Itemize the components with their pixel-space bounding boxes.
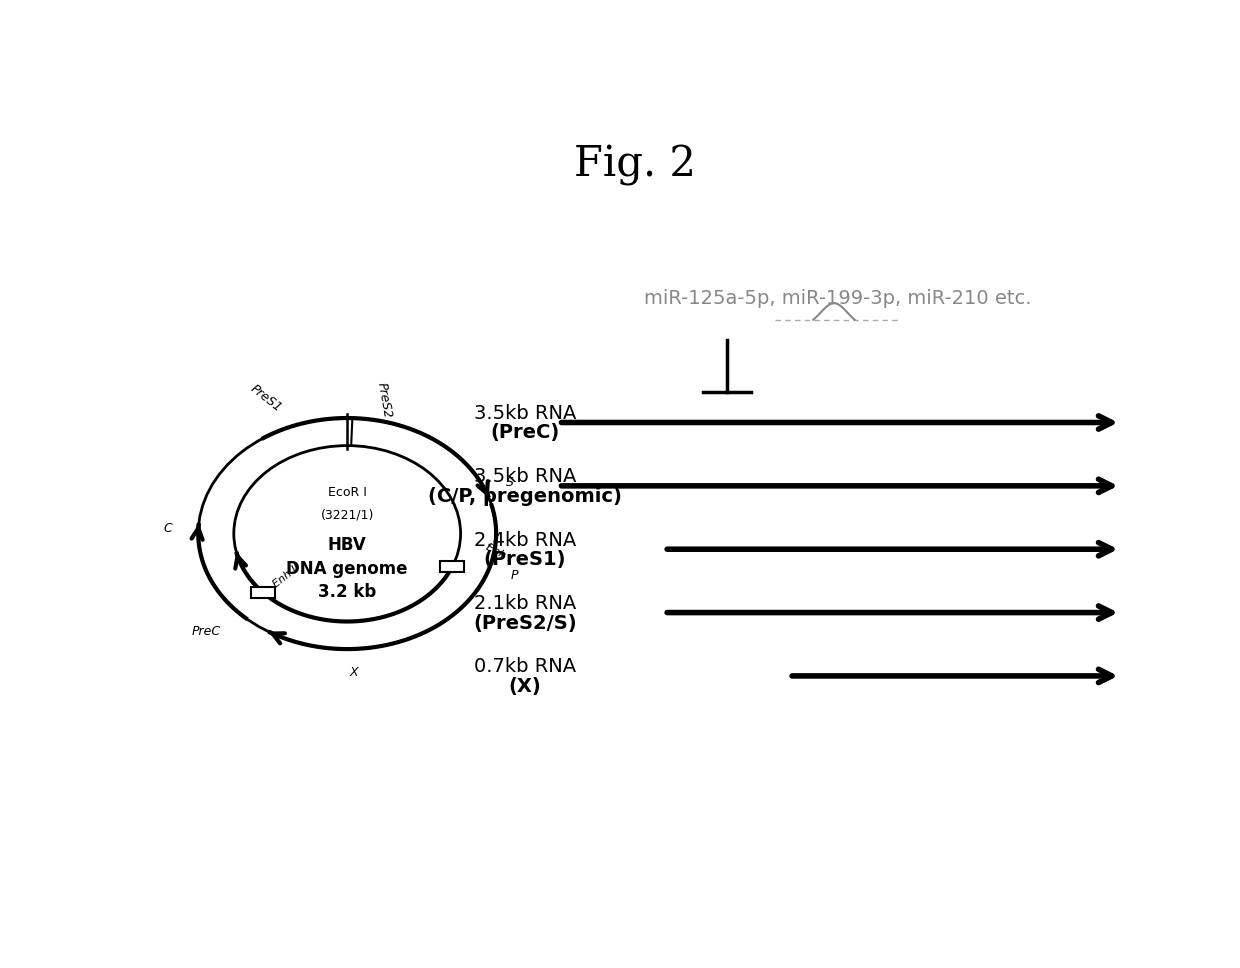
Text: PreS2: PreS2 <box>374 381 393 419</box>
Text: Fig. 2: Fig. 2 <box>574 143 697 186</box>
Text: 3.2 kb: 3.2 kb <box>319 583 376 601</box>
Text: P: P <box>511 569 518 582</box>
Text: (X): (X) <box>508 677 542 696</box>
Text: PreC: PreC <box>192 625 221 638</box>
Text: EcoR I: EcoR I <box>327 486 367 499</box>
Text: miR-125a-5p, miR-199-3p, miR-210 etc.: miR-125a-5p, miR-199-3p, miR-210 etc. <box>644 289 1030 308</box>
Text: 0.7kb RNA: 0.7kb RNA <box>474 657 577 677</box>
FancyBboxPatch shape <box>440 561 464 572</box>
Text: (PreS2/S): (PreS2/S) <box>474 614 577 632</box>
Text: C: C <box>164 522 172 535</box>
Text: Enh I: Enh I <box>484 542 513 564</box>
Text: (3221/1): (3221/1) <box>320 508 374 522</box>
Text: 2.1kb RNA: 2.1kb RNA <box>474 594 577 613</box>
Text: (PreS1): (PreS1) <box>484 550 567 569</box>
Text: Enh II: Enh II <box>270 562 301 590</box>
Text: HBV: HBV <box>327 535 367 554</box>
Text: X: X <box>350 666 358 680</box>
Text: S: S <box>506 476 515 489</box>
Text: 2.4kb RNA: 2.4kb RNA <box>474 530 577 550</box>
FancyBboxPatch shape <box>250 588 275 597</box>
Text: 3.5kb RNA: 3.5kb RNA <box>474 404 577 423</box>
Text: (C/P, pregenomic): (C/P, pregenomic) <box>428 487 622 506</box>
Text: (PreC): (PreC) <box>490 423 559 442</box>
Text: DNA genome: DNA genome <box>286 560 408 578</box>
Text: PreS1: PreS1 <box>248 382 284 414</box>
Text: 3.5kb RNA: 3.5kb RNA <box>474 468 577 486</box>
